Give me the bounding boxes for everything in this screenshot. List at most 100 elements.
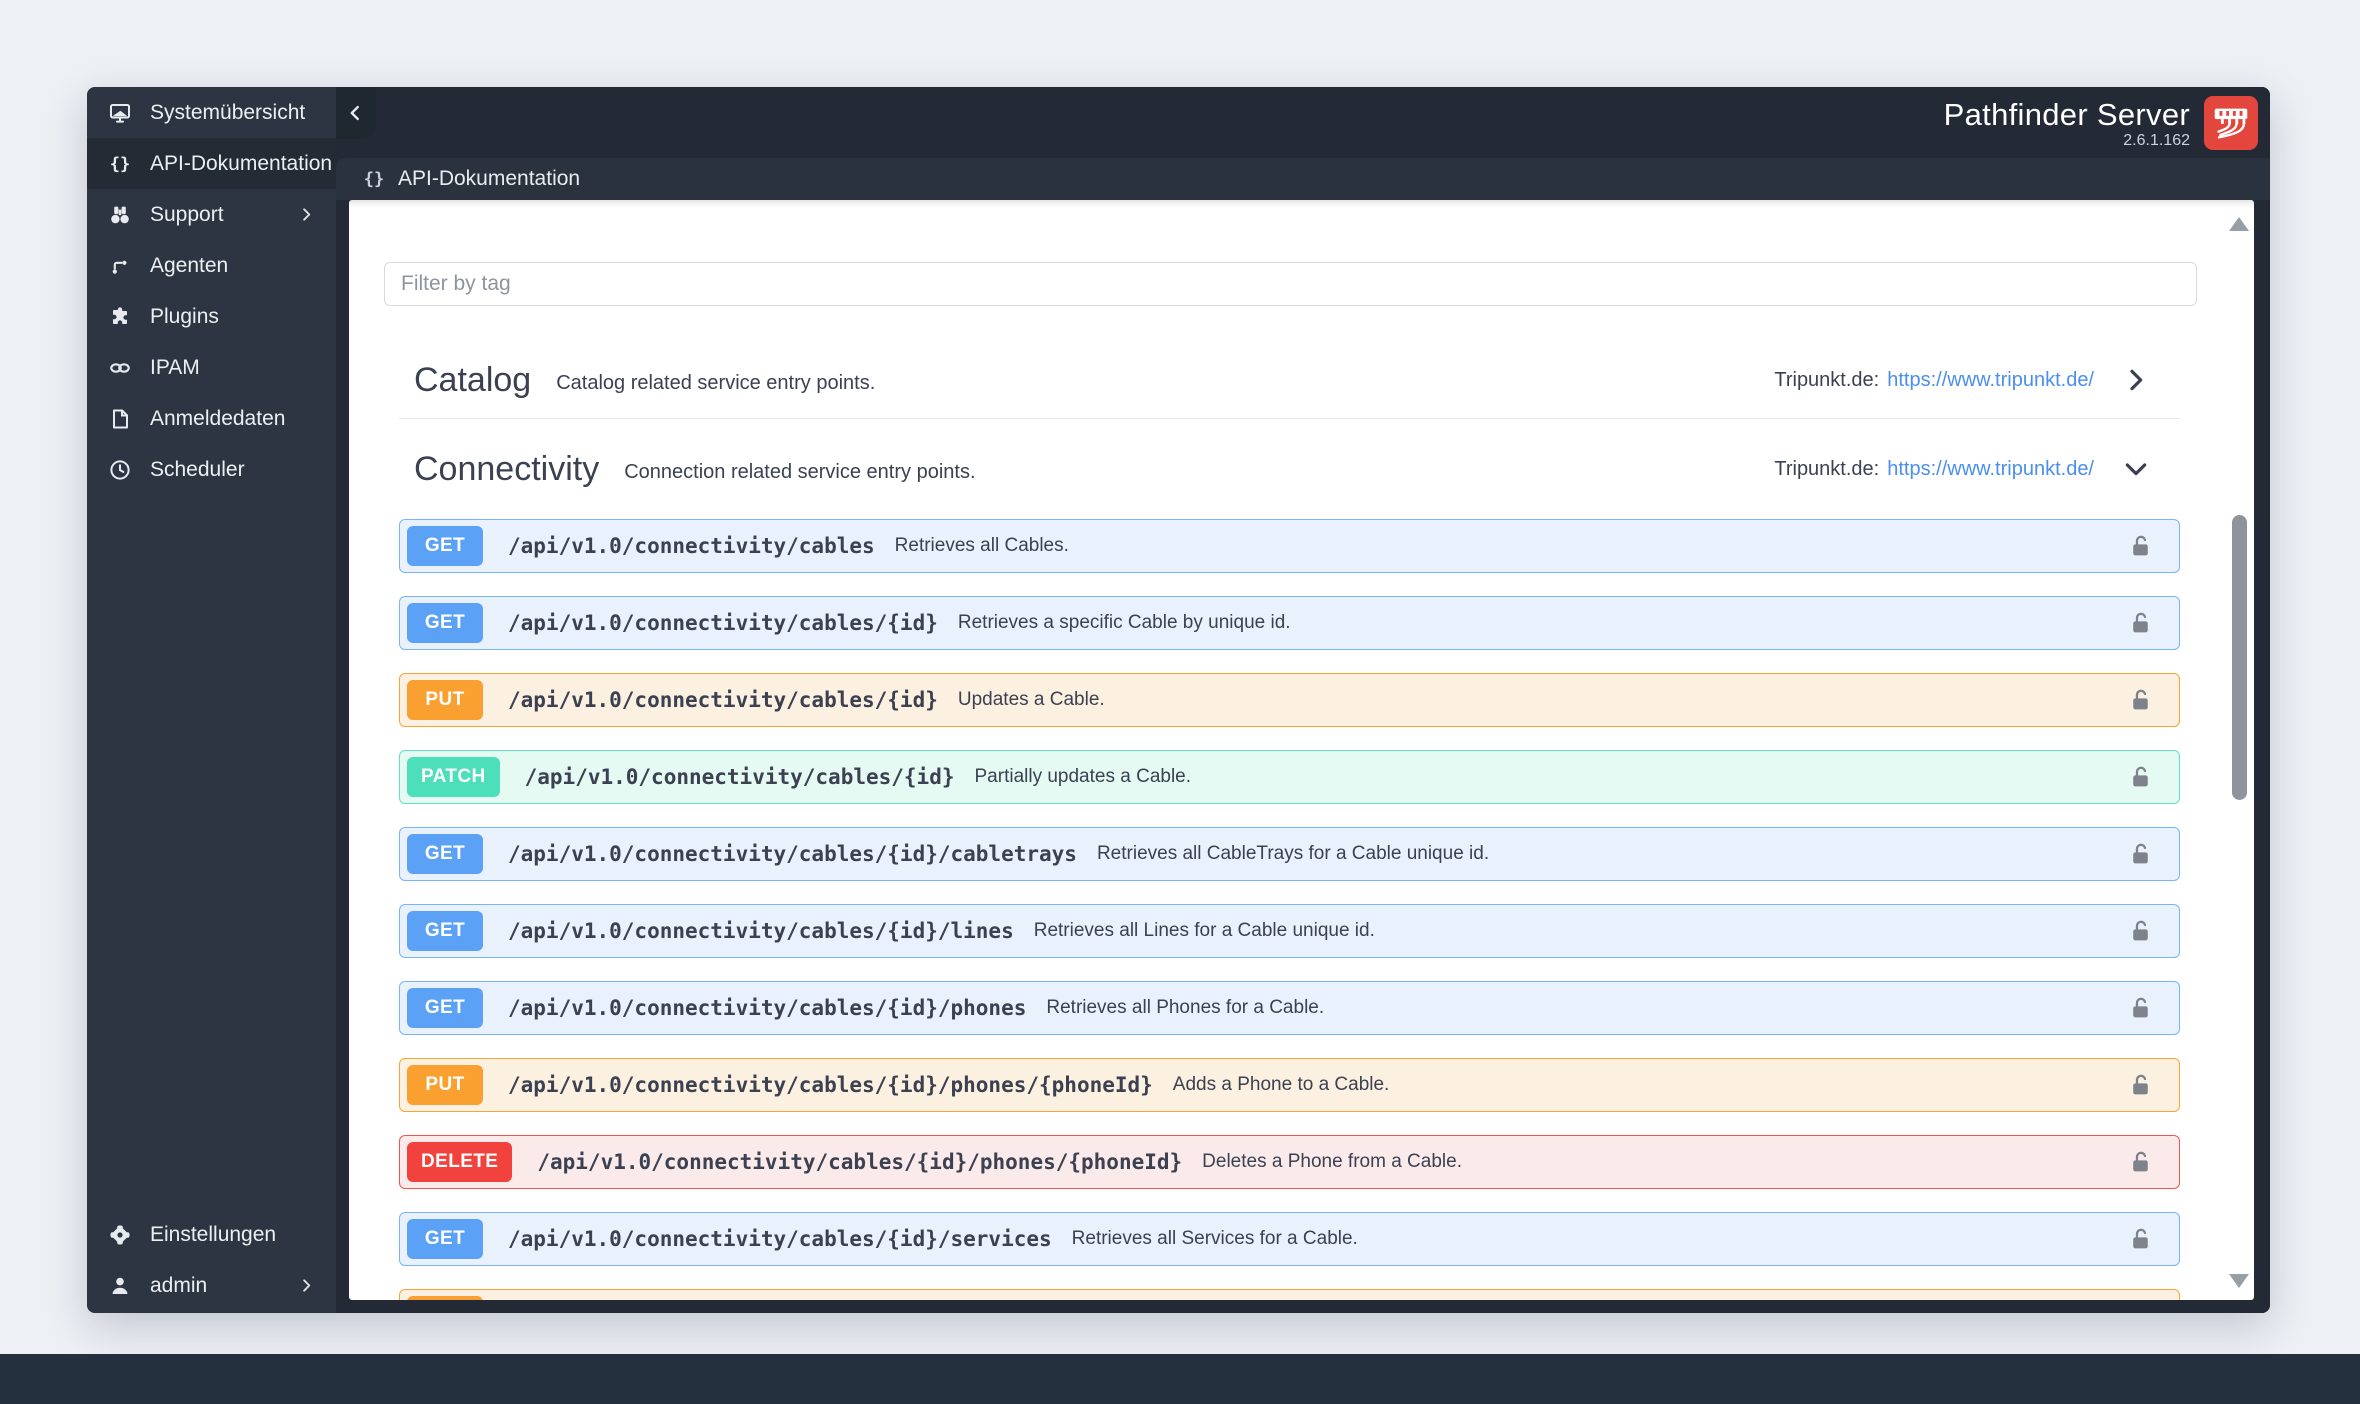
- unlock-icon[interactable]: [2128, 918, 2153, 945]
- sidebar-item-systemübersicht[interactable]: Systemübersicht: [87, 87, 336, 138]
- app-version: 2.6.1.162: [2123, 131, 2190, 149]
- sidebar-item-label: Support: [150, 202, 224, 226]
- sidebar-item-label: API-Dokumentation: [150, 151, 333, 175]
- sidebar-item-plugins[interactable]: Plugins: [87, 291, 336, 342]
- section-catalog: Catalog Catalog related service entry po…: [399, 342, 2180, 419]
- endpoint-path: /api/v1.0/connectivity/cables/{id}/lines: [508, 919, 1014, 943]
- sidebar-nav: Systemübersicht API-Dokumentation Suppor…: [87, 87, 336, 495]
- method-badge: GET: [407, 988, 483, 1028]
- section-description: Connection related service entry points.: [624, 461, 976, 483]
- content-panel: Catalog Catalog related service entry po…: [349, 200, 2254, 1300]
- unlock-icon[interactable]: [2128, 1149, 2153, 1176]
- unlock-icon[interactable]: [2128, 1226, 2153, 1253]
- method-badge: PUT: [407, 1296, 483, 1300]
- method-badge: PATCH: [407, 757, 500, 797]
- sidebar-item-api-dokumentation[interactable]: API-Dokumentation: [87, 138, 336, 189]
- sidebar-item-admin[interactable]: admin: [87, 1260, 336, 1311]
- endpoint-path: /api/v1.0/connectivity/cables/{id}/phone…: [537, 1150, 1183, 1174]
- sidebar-item-agenten[interactable]: Agenten: [87, 240, 336, 291]
- external-docs-link[interactable]: https://www.tripunkt.de/: [1887, 457, 2094, 480]
- puzzle-icon: [107, 304, 133, 330]
- scroll-down-arrow[interactable]: [2229, 1274, 2249, 1288]
- sidebar-collapse-button[interactable]: [344, 101, 368, 125]
- chevron-left-icon: [344, 102, 366, 124]
- app-window: Systemübersicht API-Dokumentation Suppor…: [87, 87, 2270, 1313]
- app-logo-icon: [2204, 95, 2258, 150]
- endpoint-path: /api/v1.0/connectivity/cables/{id}/cable…: [508, 842, 1077, 866]
- endpoint-description: Retrieves all CableTrays for a Cable uni…: [1096, 843, 1490, 864]
- filter-by-tag-input[interactable]: [384, 262, 2197, 306]
- endpoint-row-get[interactable]: GET /api/v1.0/connectivity/cables/{id}/p…: [399, 981, 2180, 1035]
- tag-section-header[interactable]: Connectivity Connection related service …: [399, 427, 2180, 511]
- endpoint-description: Adds a Phone to a Cable.: [1172, 1074, 1390, 1095]
- sidebar-item-label: Scheduler: [150, 457, 245, 481]
- user-icon: [107, 1273, 133, 1299]
- page-title: API-Dokumentation: [398, 167, 581, 190]
- endpoint-row-put[interactable]: PUT /api/v1.0/connectivity/cables/{id}/p…: [399, 1058, 2180, 1112]
- section-external-docs: Tripunkt.de: https://www.tripunkt.de/: [1774, 369, 2094, 392]
- endpoint-row-get[interactable]: GET /api/v1.0/connectivity/cables/{id}/s…: [399, 1212, 2180, 1266]
- method-badge: GET: [407, 603, 483, 643]
- unlock-icon[interactable]: [2128, 687, 2153, 714]
- scrollbar-thumb[interactable]: [2232, 515, 2247, 800]
- sidebar-item-scheduler[interactable]: Scheduler: [87, 444, 336, 495]
- chevron-right-icon[interactable]: [2120, 364, 2152, 396]
- sidebar-bottom-nav: Einstellungen admin: [87, 1209, 336, 1313]
- sidebar-item-label: Anmeldedaten: [150, 406, 286, 430]
- sidebar-item-anmeldedaten[interactable]: Anmeldedaten: [87, 393, 336, 444]
- endpoint-row-get[interactable]: GET /api/v1.0/connectivity/cables Retrie…: [399, 519, 2180, 573]
- endpoint-path: /api/v1.0/connectivity/cables/{id}/servi…: [508, 1227, 1052, 1251]
- method-badge: PUT: [407, 680, 483, 720]
- sidebar-item-ipam[interactable]: IPAM: [87, 342, 336, 393]
- external-docs-label: Tripunkt.de:: [1774, 368, 1880, 391]
- method-badge: GET: [407, 526, 483, 566]
- sidebar-item-label: IPAM: [150, 355, 200, 379]
- sidebar-item-label: Agenten: [150, 253, 229, 277]
- endpoint-path: /api/v1.0/connectivity/cables/{id}: [508, 611, 938, 635]
- unlock-icon[interactable]: [2128, 841, 2153, 868]
- endpoint-row-delete[interactable]: DELETE /api/v1.0/connectivity/cables/{id…: [399, 1135, 2180, 1189]
- endpoint-list: GET /api/v1.0/connectivity/cables Retrie…: [399, 519, 2180, 1300]
- section-description: Catalog related service entry points.: [556, 372, 876, 394]
- section-title: Catalog: [414, 360, 532, 399]
- unlock-icon[interactable]: [2128, 1072, 2153, 1099]
- endpoint-row-put[interactable]: PUT /api/v1.0/connectivity/cables/{id} U…: [399, 673, 2180, 727]
- sidebar-item-label: Einstellungen: [150, 1222, 277, 1246]
- sidebar-item-einstellungen[interactable]: Einstellungen: [87, 1209, 336, 1260]
- clock-icon: [107, 457, 133, 483]
- endpoint-row-get[interactable]: GET /api/v1.0/connectivity/cables/{id}/c…: [399, 827, 2180, 881]
- unlock-icon[interactable]: [2128, 764, 2153, 791]
- external-docs-label: Tripunkt.de:: [1774, 457, 1880, 480]
- binoculars-icon: [107, 202, 133, 228]
- topbar: Pathfinder Server 2.6.1.162: [336, 87, 2270, 158]
- endpoint-description: Updates a Cable.: [957, 689, 1105, 710]
- endpoint-row-put[interactable]: PUT: [399, 1289, 2180, 1300]
- method-badge: GET: [407, 834, 483, 874]
- document-icon: [107, 406, 133, 432]
- sidebar: Systemübersicht API-Dokumentation Suppor…: [87, 87, 336, 1313]
- endpoint-row-get[interactable]: GET /api/v1.0/connectivity/cables/{id}/l…: [399, 904, 2180, 958]
- unlock-icon[interactable]: [2128, 610, 2153, 637]
- chevron-down-icon[interactable]: [2120, 453, 2152, 485]
- scroll-up-arrow[interactable]: [2229, 217, 2249, 231]
- sidebar-item-support[interactable]: Support: [87, 189, 336, 240]
- endpoint-path: /api/v1.0/connectivity/cables/{id}/phone…: [508, 996, 1027, 1020]
- endpoint-description: Retrieves all Lines for a Cable unique i…: [1033, 920, 1375, 941]
- chevron-right-icon: [297, 205, 316, 224]
- gear-icon: [107, 1222, 133, 1248]
- endpoint-row-get[interactable]: GET /api/v1.0/connectivity/cables/{id} R…: [399, 596, 2180, 650]
- endpoint-row-patch[interactable]: PATCH /api/v1.0/connectivity/cables/{id}…: [399, 750, 2180, 804]
- endpoint-path: /api/v1.0/connectivity/cables/{id}/phone…: [508, 1073, 1153, 1097]
- method-badge: GET: [407, 911, 483, 951]
- panel-scrollbar[interactable]: [2224, 200, 2254, 1300]
- brand-text: Pathfinder Server 2.6.1.162: [1944, 97, 2190, 149]
- endpoint-description: Retrieves all Phones for a Cable.: [1046, 997, 1325, 1018]
- tag-section-header[interactable]: Catalog Catalog related service entry po…: [399, 342, 2180, 418]
- unlock-icon[interactable]: [2128, 533, 2153, 560]
- sidebar-item-label: admin: [150, 1273, 208, 1297]
- braces-icon: [362, 167, 386, 191]
- cable-splitter-glyph: [2208, 100, 2254, 146]
- endpoint-description: Retrieves all Services for a Cable.: [1071, 1228, 1358, 1249]
- external-docs-link[interactable]: https://www.tripunkt.de/: [1887, 368, 2094, 391]
- unlock-icon[interactable]: [2128, 995, 2153, 1022]
